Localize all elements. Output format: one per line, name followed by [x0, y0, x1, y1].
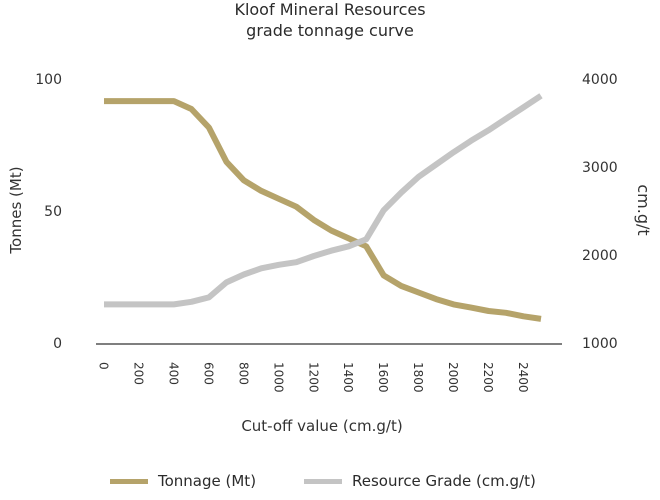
legend-item-grade: Resource Grade (cm.g/t): [304, 470, 536, 492]
y-left-tick-label: 0: [53, 336, 62, 352]
x-tick-label: 2200: [481, 362, 495, 393]
chart-subtitle: grade tonnage curve: [246, 21, 414, 40]
x-tick-label: 1000: [271, 362, 285, 393]
y-right-tick-label: 3000: [582, 160, 618, 176]
legend-label-tonnage: Tonnage (Mt): [158, 472, 257, 490]
legend: Tonnage (Mt) Resource Grade (cm.g/t): [0, 470, 660, 492]
x-tick-label: 600: [201, 362, 215, 385]
x-tick-label: 2000: [446, 362, 460, 393]
x-tick-label: 400: [166, 362, 180, 385]
y-right-axis-title: cm.g/t: [634, 184, 653, 235]
x-tick-label: 0: [97, 362, 111, 370]
x-tick-label: 200: [131, 362, 145, 385]
chart-title: Kloof Mineral Resources: [234, 0, 426, 19]
x-tick-label: 1200: [306, 362, 320, 393]
legend-label-grade: Resource Grade (cm.g/t): [352, 472, 536, 490]
y-left-axis-title: Tonnes (Mt): [7, 166, 25, 254]
legend-swatch-grade: [304, 478, 342, 484]
x-axis-title: Cut-off value (cm.g/t): [241, 417, 402, 435]
legend-swatch-tonnage: [110, 478, 148, 484]
y-right-tick-label: 1000: [582, 336, 618, 352]
y-right-tick-label: 4000: [582, 72, 618, 88]
y-left-tick-label: 50: [44, 204, 62, 220]
x-tick-label: 1600: [376, 362, 390, 393]
x-tick-label: 1800: [411, 362, 425, 393]
y-right-tick-label: 2000: [582, 248, 618, 264]
grade-series-line: [104, 93, 543, 308]
x-tick-label: 1400: [341, 362, 355, 393]
x-tick-label: 2400: [516, 362, 530, 393]
chart-canvas: 0 200 400 600 800 1000 1200 1400 1600 1800 2000 220…: [7, 72, 653, 435]
y-left-tick-label: 100: [35, 72, 62, 88]
x-tick-label: 800: [236, 362, 250, 385]
legend-item-tonnage: Tonnage (Mt): [110, 470, 256, 492]
tonnage-series-line: [104, 98, 542, 322]
